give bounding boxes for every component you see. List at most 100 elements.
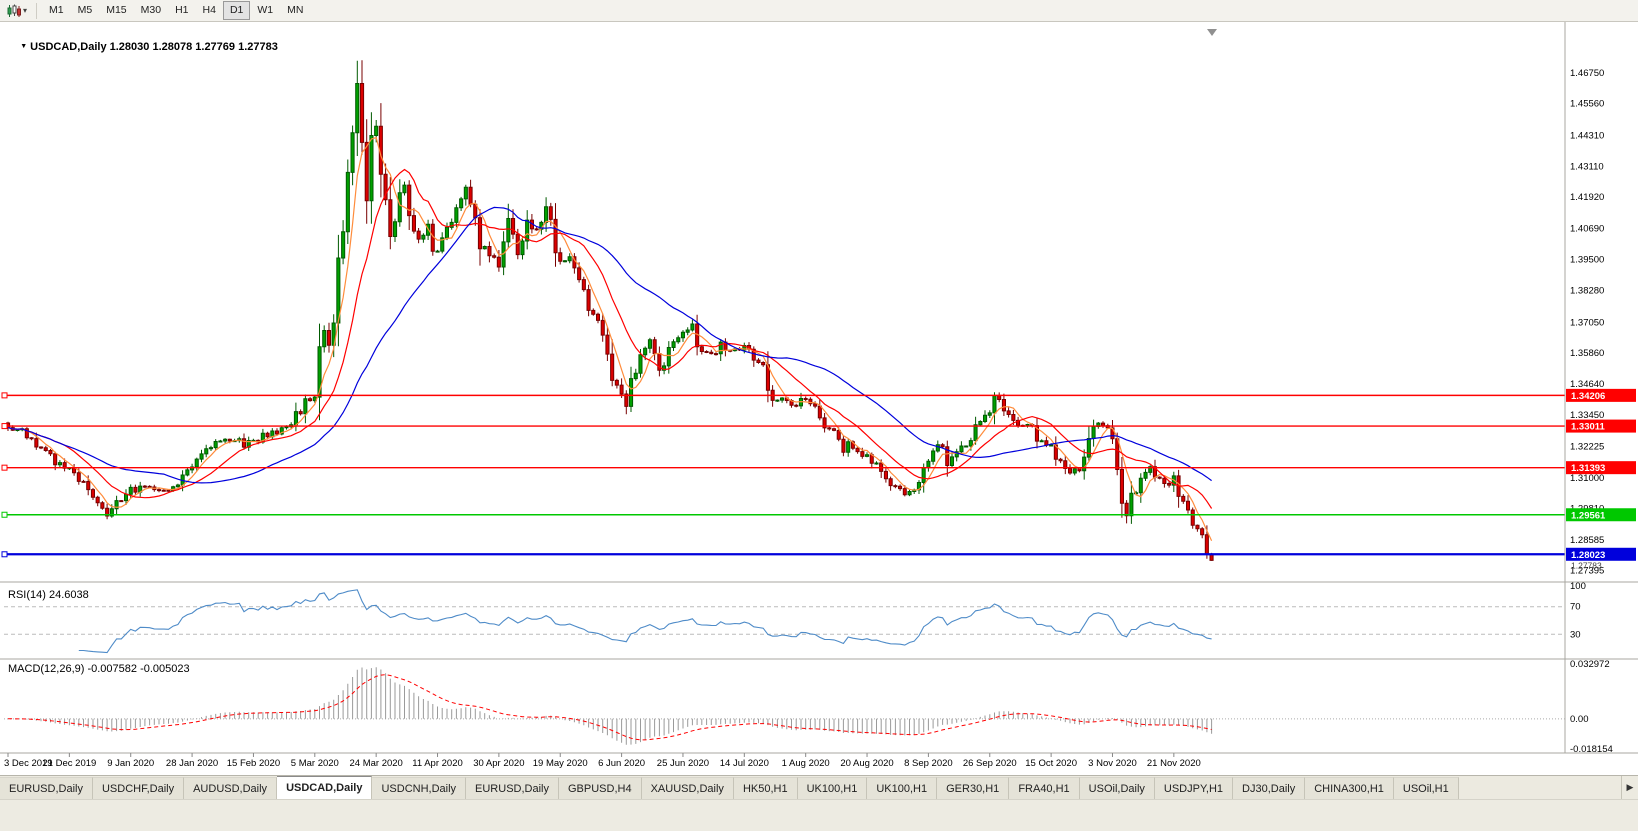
svg-text:1.44310: 1.44310 (1570, 131, 1604, 142)
svg-text:8 Sep 2020: 8 Sep 2020 (904, 758, 953, 769)
chart-window: ▼ USDCAD,Daily 1.28030 1.28078 1.27769 1.… (0, 22, 1638, 775)
chart-tab-eurusd-daily[interactable]: EURUSD,Daily (466, 777, 559, 799)
chart-tab-usdjpy-h1[interactable]: USDJPY,H1 (1154, 777, 1234, 799)
price-badge-label: 1.29561 (1571, 510, 1606, 521)
timeframe-h4-button[interactable]: H4 (196, 1, 223, 20)
svg-text:1.45560: 1.45560 (1570, 99, 1604, 110)
svg-text:15 Feb 2020: 15 Feb 2020 (227, 758, 280, 769)
svg-text:1.33450: 1.33450 (1570, 410, 1604, 421)
ma-5-line (7, 136, 1213, 541)
svg-text:1.32225: 1.32225 (1570, 441, 1604, 452)
svg-text:1.40690: 1.40690 (1570, 224, 1604, 235)
svg-text:5 Mar 2020: 5 Mar 2020 (291, 758, 339, 769)
price-badge-1.33011 (1566, 419, 1636, 433)
svg-text:15 Oct 2020: 15 Oct 2020 (1025, 758, 1077, 769)
chart-tab-usoil-h1[interactable]: USOil,H1 (1393, 777, 1459, 799)
svg-text:21 Nov 2020: 21 Nov 2020 (1147, 758, 1201, 769)
hline-handle[interactable] (1, 551, 8, 558)
chart-type-button[interactable]: ▾ (3, 2, 31, 20)
price-badge-1.31393 (1566, 461, 1636, 475)
svg-text:-0.018154: -0.018154 (1570, 744, 1613, 755)
chart-shift-marker[interactable] (1207, 29, 1217, 36)
hline-handle[interactable] (1, 511, 8, 518)
svg-text:24 Mar 2020: 24 Mar 2020 (349, 758, 402, 769)
price-badge-label: 1.33011 (1571, 422, 1606, 433)
timeframe-m15-button[interactable]: M15 (99, 1, 133, 20)
svg-text:1.43110: 1.43110 (1570, 162, 1604, 173)
chart-tab-hk50-h1[interactable]: HK50,H1 (733, 777, 798, 799)
chart-tab-uk100-h1[interactable]: UK100,H1 (867, 777, 938, 799)
timeframe-m5-button[interactable]: M5 (71, 1, 100, 20)
ma-34-line (7, 206, 1212, 484)
chart-canvas[interactable]: 1.46750 1.45560 1.44310 1.43110 1.41920 1.406… (0, 22, 1638, 775)
chart-tab-ger30-h1[interactable]: GER30,H1 (937, 777, 1010, 799)
rsi-line (78, 589, 1212, 654)
price-badge-1.28023 (1566, 547, 1636, 561)
timeframe-w1-button[interactable]: W1 (250, 1, 280, 20)
timeframe-d1-button[interactable]: D1 (222, 1, 251, 20)
hline-handle[interactable] (1, 423, 8, 430)
timeframe-h1-button[interactable]: H1 (168, 1, 195, 20)
svg-text:1.39500: 1.39500 (1570, 254, 1604, 265)
rsi-axis: 100 70 30 (1570, 581, 1586, 640)
chevron-down-icon: ▾ (23, 6, 28, 15)
svg-text:3 Nov 2020: 3 Nov 2020 (1088, 758, 1137, 769)
svg-text:1.37050: 1.37050 (1570, 317, 1604, 328)
svg-text:26 Sep 2020: 26 Sep 2020 (963, 758, 1017, 769)
svg-text:1.41920: 1.41920 (1570, 192, 1604, 203)
chart-title-text: USDCAD,Daily 1.28030 1.28078 1.27769 1.2… (30, 41, 278, 53)
macd-signal-line (8, 674, 1212, 741)
status-bar (0, 799, 1638, 831)
svg-text:19 May 2020: 19 May 2020 (533, 758, 588, 769)
timeframe-m1-button[interactable]: M1 (42, 1, 71, 20)
hline-handle[interactable] (1, 392, 8, 399)
collapse-triangle-icon[interactable]: ▼ (20, 43, 28, 50)
svg-text:0.032972: 0.032972 (1570, 659, 1610, 670)
svg-text:70: 70 (1570, 602, 1581, 613)
svg-text:30: 30 (1570, 629, 1581, 640)
candles-up (15, 60, 1176, 524)
price-badge-1.34206 (1566, 388, 1636, 402)
chart-tab-usoil-daily[interactable]: USOil,Daily (1079, 777, 1155, 799)
chart-tab-dj30-daily[interactable]: DJ30,Daily (1233, 777, 1306, 799)
svg-text:20 Aug 2020: 20 Aug 2020 (840, 758, 893, 769)
price-badge-label: 1.34206 (1571, 391, 1605, 402)
current-price-label: 1.27783 (1571, 560, 1602, 570)
price-axis: 1.46750 1.45560 1.44310 1.43110 1.41920 1.406… (1566, 68, 1636, 576)
macd-label: MACD(12,26,9) -0.007582 -0.005023 (8, 663, 190, 675)
candlestick-chart-icon (7, 4, 21, 17)
svg-text:6 Jun 2020: 6 Jun 2020 (598, 758, 645, 769)
timeframe-mn-button[interactable]: MN (280, 1, 310, 20)
chart-tab-usdchf-daily[interactable]: USDCHF,Daily (92, 777, 185, 799)
chart-tab-fra40-h1[interactable]: FRA40,H1 (1009, 777, 1080, 799)
svg-text:21 Dec 2019: 21 Dec 2019 (42, 758, 96, 769)
toolbar-separator (36, 2, 38, 19)
svg-text:28 Jan 2020: 28 Jan 2020 (166, 758, 218, 769)
svg-text:1.28585: 1.28585 (1570, 535, 1604, 546)
svg-text:1.35860: 1.35860 (1570, 348, 1604, 359)
svg-text:25 Jun 2020: 25 Jun 2020 (657, 758, 709, 769)
svg-text:1.38280: 1.38280 (1570, 286, 1604, 297)
timeframe-m30-button[interactable]: M30 (134, 1, 168, 20)
svg-text:1.31000: 1.31000 (1570, 473, 1604, 484)
chart-tab-xauusd-daily[interactable]: XAUUSD,Daily (641, 777, 734, 799)
svg-text:1.46750: 1.46750 (1570, 68, 1604, 79)
svg-text:14 Jul 2020: 14 Jul 2020 (720, 758, 769, 769)
price-badge-label: 1.31393 (1571, 463, 1605, 474)
svg-text:3 Dec 2019: 3 Dec 2019 (4, 758, 53, 769)
chart-tab-uk100-h1[interactable]: UK100,H1 (797, 777, 868, 799)
macd-axis: 0.032972 0.00 -0.018154 (1570, 659, 1613, 755)
rsi-label: RSI(14) 24.6038 (8, 589, 89, 601)
chart-tab-china300-h1[interactable]: CHINA300,H1 (1305, 777, 1394, 799)
chart-tabs-bar: EURUSD,Daily USDCHF,Daily AUDUSD,Daily USDC… (0, 775, 1638, 799)
hline-handle[interactable] (1, 464, 8, 471)
chart-tab-usdcnh-daily[interactable]: USDCNH,Daily (372, 777, 467, 799)
svg-text:0.00: 0.00 (1570, 714, 1589, 725)
chart-tab-audusd-daily[interactable]: AUDUSD,Daily (184, 777, 278, 799)
chart-tab-usdcad-daily[interactable]: USDCAD,Daily (277, 776, 373, 799)
chart-tab-gbpusd-h4[interactable]: GBPUSD,H4 (559, 777, 642, 799)
timeframe-toolbar: ▾ M1 M5 M15 M30 H1 H4 D1 W1 MN (0, 0, 1638, 22)
tab-scroll-right-button[interactable]: ▶ (1621, 776, 1638, 799)
chart-tab-eurusd-daily[interactable]: EURUSD,Daily (0, 777, 93, 799)
